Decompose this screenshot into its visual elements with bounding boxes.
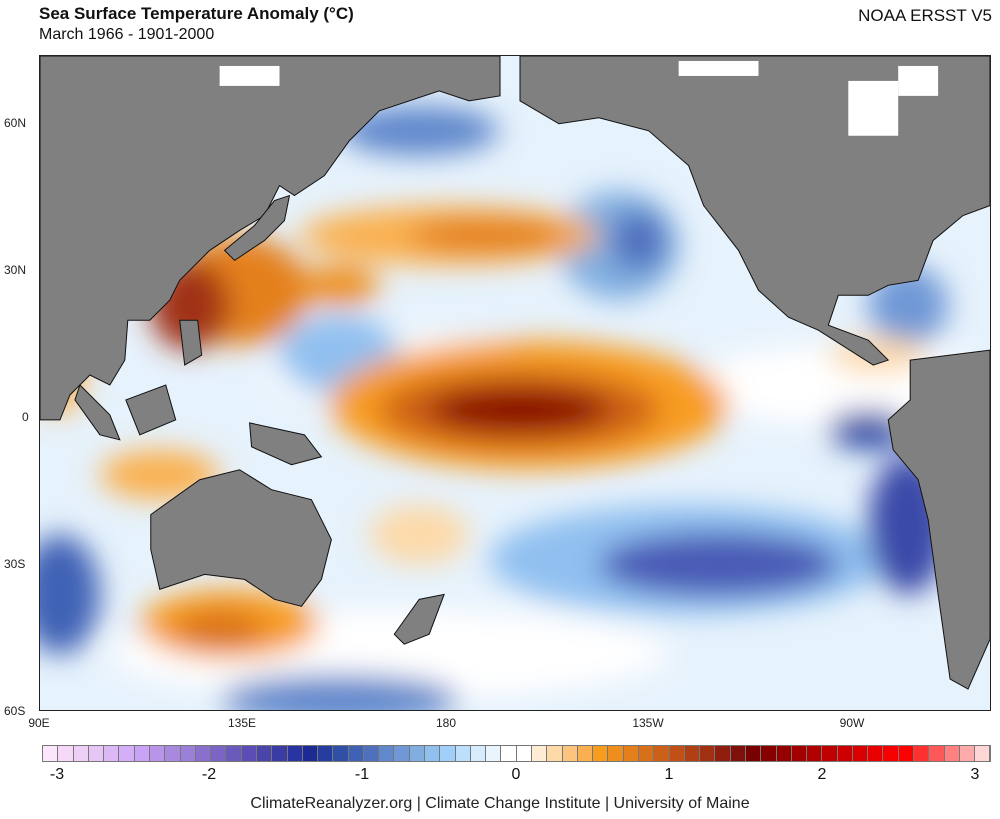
colorbar-tick: 3 (970, 766, 980, 783)
colorbar-swatch (486, 746, 502, 761)
colorbar-swatch (776, 746, 792, 761)
lat-label-30s: 30S (4, 557, 26, 571)
colorbar-swatch (318, 746, 334, 761)
colorbar-swatch (684, 746, 701, 761)
colorbar-swatch (669, 746, 685, 761)
colorbar-swatch (532, 746, 548, 761)
colorbar-swatch (761, 746, 777, 761)
colorbar-swatch (807, 746, 823, 761)
colorbar-swatch (623, 746, 639, 761)
colorbar-tick: -3 (49, 766, 65, 783)
new-guinea (249, 422, 323, 466)
lon-label-90e: 90E (28, 716, 50, 730)
colorbar-swatch (58, 746, 74, 761)
colorbar-swatch (119, 746, 135, 761)
colorbar-swatch (898, 746, 915, 761)
lat-label-30n: 30N (4, 263, 27, 277)
colorbar-swatch (638, 746, 655, 761)
colorbar-swatch (852, 746, 869, 761)
colorbar-swatch (929, 746, 945, 761)
colorbar-swatch (287, 746, 303, 761)
colorbar-swatch (455, 746, 471, 761)
borneo (125, 384, 177, 436)
sumatra (74, 384, 121, 441)
colorbar-tick: 2 (817, 766, 827, 783)
credit-footer: ClimateReanalyzer.org | Climate Change I… (250, 795, 750, 812)
colorbar-swatch (501, 746, 517, 761)
colorbar-swatch (43, 746, 59, 761)
dataset-label: NOAA ERSST V5 (858, 6, 992, 25)
sst-anomaly-map (39, 55, 991, 711)
colorbar-swatch (516, 746, 532, 761)
colorbar-swatch (715, 746, 731, 761)
colorbar-swatch (822, 746, 838, 761)
colorbar-swatch (959, 746, 976, 761)
colorbar-swatch (180, 746, 196, 761)
colorbar-swatch (241, 746, 257, 761)
colorbar-swatch (73, 746, 89, 761)
colorbar-swatch (104, 746, 120, 761)
lat-label-60s: 60S (4, 704, 26, 718)
lon-label-135e: 135E (227, 716, 257, 730)
sea-ice (219, 60, 939, 136)
colorbar-swatch (883, 746, 899, 761)
colorbar-swatch (837, 746, 853, 761)
map-subtitle: March 1966 - 1901-2000 (39, 26, 215, 43)
colorbar-swatch (745, 746, 762, 761)
colorbar-swatch (593, 746, 609, 761)
map-title: Sea Surface Temperature Anomaly (°C) (39, 4, 354, 23)
colorbar-swatch (211, 746, 227, 761)
colorbar-swatch (791, 746, 808, 761)
colorbar-swatch (256, 746, 273, 761)
lon-label-135w: 135W (632, 716, 664, 730)
colorbar-swatch (88, 746, 105, 761)
australia (150, 469, 332, 607)
lat-label-60n: 60N (4, 116, 27, 130)
colorbar-swatch (394, 746, 410, 761)
colorbar-swatch (868, 746, 884, 761)
new-zealand (393, 593, 445, 645)
south-america (887, 349, 990, 690)
colorbar-swatch (608, 746, 624, 761)
lon-label-180: 180 (435, 716, 457, 730)
colorbar-swatch (440, 746, 456, 761)
colorbar-swatch (363, 746, 380, 761)
japan (223, 194, 291, 262)
colorbar-swatch (302, 746, 319, 761)
colorbar-swatch (272, 746, 288, 761)
colorbar-swatch (226, 746, 242, 761)
colorbar-swatch (914, 746, 930, 761)
philippines (179, 319, 203, 366)
colorbar-swatch (149, 746, 166, 761)
colorbar-swatch (333, 746, 349, 761)
anomaly-field (40, 105, 989, 710)
colorbar-swatch (654, 746, 670, 761)
colorbar-tick: 1 (664, 766, 674, 783)
asia-landmass (40, 56, 501, 421)
colorbar-swatch (409, 746, 426, 761)
colorbar-swatch (470, 746, 487, 761)
colorbar-swatch (944, 746, 960, 761)
colorbar-swatch (379, 746, 395, 761)
colorbar-tick: -1 (354, 766, 370, 783)
colorbar-swatch (134, 746, 150, 761)
colorbar-swatch (425, 746, 441, 761)
colorbar-swatch (730, 746, 746, 761)
colorbar-swatch (562, 746, 578, 761)
colorbar-tick: 0 (511, 766, 521, 783)
colorbar-swatch (195, 746, 212, 761)
lon-label-90w: 90W (839, 716, 865, 730)
colorbar-swatch (165, 746, 181, 761)
colorbar-tick: -2 (201, 766, 217, 783)
colorbar-swatch (975, 746, 991, 761)
colorbar-swatch (547, 746, 563, 761)
lat-label-0: 0 (22, 410, 29, 424)
colorbar-swatch (577, 746, 594, 761)
colorbar-swatch (700, 746, 716, 761)
colorbar (42, 745, 991, 762)
colorbar-swatch (348, 746, 364, 761)
